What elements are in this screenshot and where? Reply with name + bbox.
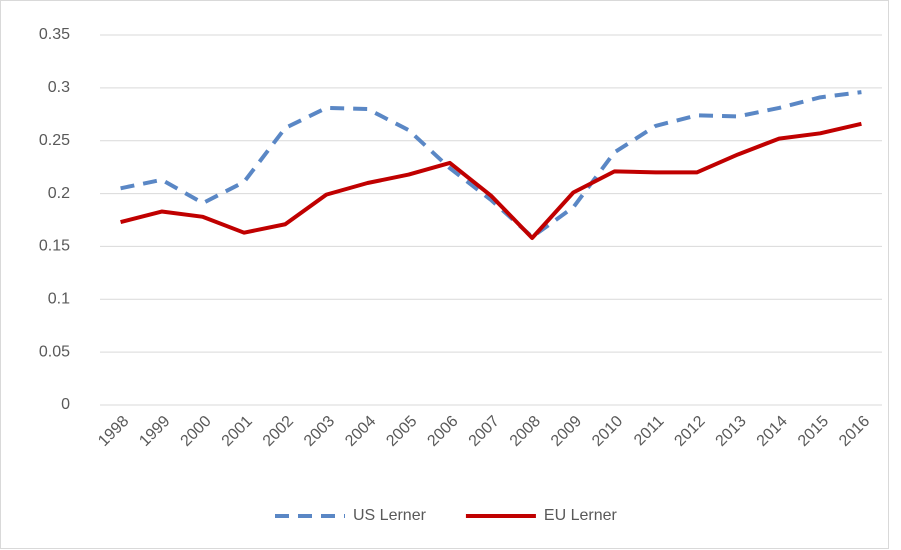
y-tick-label: 0.15 <box>39 238 70 255</box>
y-tick-label: 0 <box>61 396 70 413</box>
legend-label: EU Lerner <box>544 507 618 524</box>
y-tick-label: 0.25 <box>39 132 70 149</box>
y-tick-label: 0.3 <box>48 79 70 96</box>
y-tick-label: 0.35 <box>39 26 70 43</box>
y-tick-label: 0.1 <box>48 291 70 308</box>
series-line <box>120 90 862 239</box>
y-tick-label: 0.2 <box>48 185 70 202</box>
legend-label: US Lerner <box>353 507 427 524</box>
series-line <box>120 121 862 240</box>
y-tick-label: 0.05 <box>39 343 70 360</box>
